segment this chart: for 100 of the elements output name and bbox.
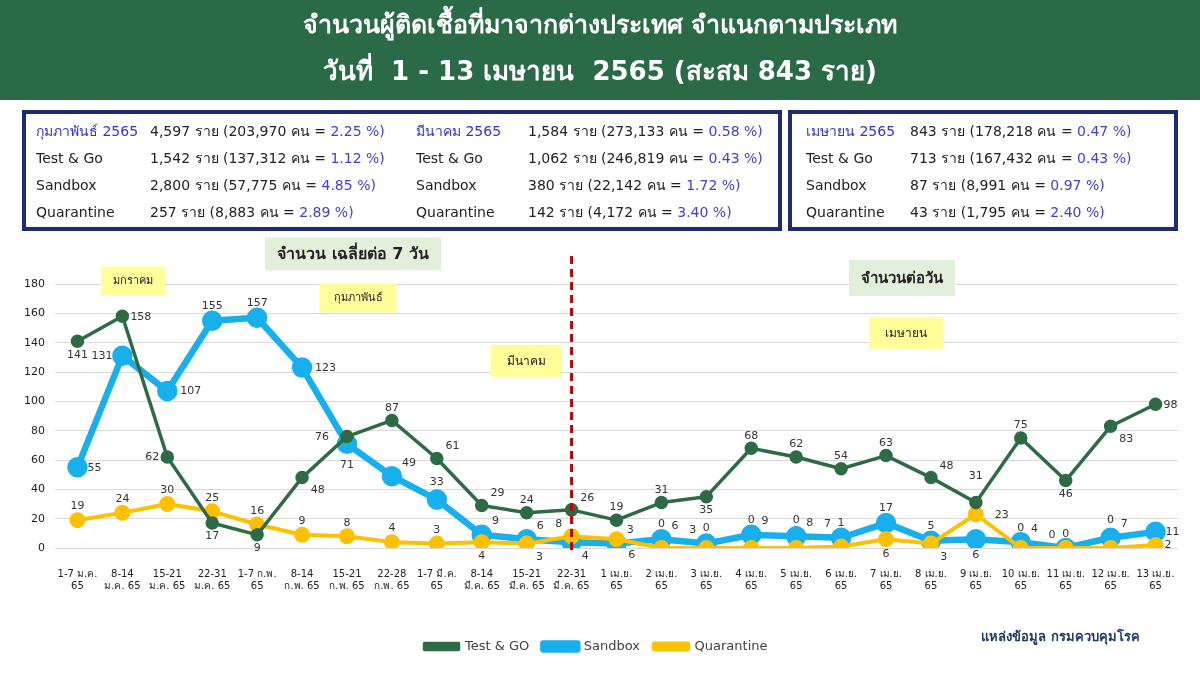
data-label: 48: [939, 458, 954, 472]
data-label: 158: [130, 309, 152, 323]
y-tick-label: 40: [31, 482, 45, 496]
x-tick-label: 11 เม.ย. 65: [1046, 567, 1085, 591]
x-tick-label: 1-7 ก.พ. 65: [237, 567, 277, 591]
data-label: 3: [689, 523, 697, 537]
data-label: 17: [879, 501, 894, 515]
data-label: 0: [657, 517, 665, 531]
text: Sandbox: [806, 176, 867, 194]
data-label: 83: [1119, 432, 1134, 446]
text: 1,542 ราย (137,312 คน = 1.12 %): [150, 149, 385, 166]
x-tick-label: 22-28 ก.พ. 65: [374, 567, 410, 591]
text: 1,584 ราย (273,133 คน = 0.58 %): [528, 122, 763, 139]
x-tick-label: 7 เม.ย. 65: [870, 567, 902, 591]
x-tick-label: 5 เม.ย. 65: [780, 567, 813, 591]
data-label: 16: [250, 503, 265, 517]
data-label: 3: [626, 523, 634, 537]
annotation: เมษายน: [869, 316, 943, 350]
x-tick-label: 10 เม.ย. 65: [1001, 567, 1040, 591]
text: 713 ราย (167,432 คน = 0.43 %): [910, 149, 1132, 166]
x-tick-label: 9 เม.ย. 65: [959, 567, 992, 591]
data-label: 19: [609, 500, 624, 514]
annotation: จำนวนต่อวัน: [849, 260, 955, 296]
data-label: 4: [1030, 521, 1038, 535]
data-label: 131: [91, 349, 113, 363]
y-tick-label: 180: [24, 276, 45, 290]
text: Quarantine: [416, 203, 495, 221]
data-label: 63: [879, 435, 894, 449]
data-label: 9: [253, 541, 261, 555]
text: แหล่งข้อมูล กรมควบคุมโรค: [981, 629, 1140, 645]
text: Test & Go: [36, 149, 103, 167]
data-label: 3: [433, 522, 441, 536]
text: Test & Go: [806, 149, 873, 167]
x-tick-label: 6 เม.ย. 65: [825, 567, 858, 591]
data-label: 8: [555, 516, 563, 530]
text: 257 ราย (8,883 คน = 2.89 %): [150, 203, 354, 220]
text: Sandbox: [36, 176, 97, 194]
text: 87 ราย (8,991 คน = 0.97 %): [910, 176, 1105, 193]
x-tick-label: 4 เม.ย. 65: [735, 567, 768, 591]
data-label: 6: [628, 547, 636, 561]
data-label: 0: [702, 521, 710, 535]
text: เมษายน 2565: [806, 122, 896, 140]
data-label: 8: [806, 515, 814, 529]
data-label: 0: [1062, 527, 1070, 541]
y-tick-label: 140: [24, 335, 45, 349]
x-tick-label: 1-7 มี.ค. 65: [416, 567, 457, 591]
text: Quarantine: [806, 203, 885, 221]
x-tick-label: 8 เม.ย. 65: [914, 567, 947, 591]
text: Quarantine: [36, 203, 115, 221]
text: จำนวน เฉลี่ยต่อ 7 วัน: [265, 237, 441, 271]
data-label: 46: [1058, 486, 1073, 500]
data-label: 0: [792, 513, 800, 527]
data-label: 4: [581, 549, 589, 563]
x-tick-label: 8-14 มี.ค. 65: [463, 567, 500, 591]
data-label: 62: [789, 437, 804, 451]
data-label: 26: [580, 490, 595, 504]
data-label: 0: [1017, 521, 1025, 535]
data-label: 6: [671, 518, 679, 532]
data-label: 30: [160, 483, 175, 497]
y-tick-label: 100: [24, 394, 45, 408]
data-label: 157: [246, 296, 268, 310]
data-label: 4: [478, 549, 486, 563]
x-tick-label: 1-7 ม.ค. 65: [57, 567, 98, 591]
data-label: 49: [402, 455, 417, 469]
data-label: 87: [384, 400, 399, 414]
data-label: 107: [180, 384, 202, 398]
text: Sandbox: [416, 176, 477, 194]
text: 4,597 ราย (203,970 คน = 2.25 %): [150, 122, 385, 139]
data-label: 155: [201, 299, 223, 313]
data-label: 4: [388, 521, 396, 535]
text: 142 ราย (4,172 คน = 3.40 %): [528, 203, 732, 220]
data-label: 31: [654, 482, 669, 496]
data-label: 6: [882, 546, 890, 560]
data-label: 98: [1163, 397, 1178, 411]
data-label: 0: [1048, 527, 1056, 541]
legend-label: Test & GO: [464, 637, 530, 653]
x-tick-label: 13 เม.ย. 65: [1136, 567, 1175, 591]
data-label: 62: [145, 450, 160, 464]
y-tick-label: 60: [31, 452, 45, 466]
data-label: 29: [490, 486, 505, 500]
text: 380 ราย (22,142 คน = 1.72 %): [528, 176, 741, 193]
data-label: 7: [1120, 517, 1128, 531]
data-label: 9: [298, 514, 306, 528]
legend-label: Quarantine: [694, 637, 768, 653]
x-tick-label: 15-21 ม.ค. 65: [149, 567, 186, 591]
text: มีนาคม 2565: [416, 122, 502, 140]
text: 43 ราย (1,795 คน = 2.40 %): [910, 203, 1105, 220]
y-tick-label: 0: [38, 540, 45, 554]
data-label: 141: [66, 347, 88, 361]
data-label: 55: [87, 460, 102, 474]
annotation: กุมภาพันธ์: [319, 283, 397, 313]
text: 1,062 ราย (246,819 คน = 0.43 %): [528, 149, 763, 166]
chart-subtitle: วันที่ 1 - 13 เมษายน 2565 (สะสม 843 ราย): [323, 55, 877, 87]
data-label: 24: [115, 492, 130, 506]
x-tick-label: 8-14 ก.พ. 65: [284, 567, 320, 591]
data-label: 5: [927, 519, 935, 533]
y-tick-label: 80: [31, 423, 45, 437]
data-label: 76: [314, 429, 329, 443]
y-tick-label: 160: [24, 306, 45, 320]
data-label: 23: [994, 507, 1009, 521]
